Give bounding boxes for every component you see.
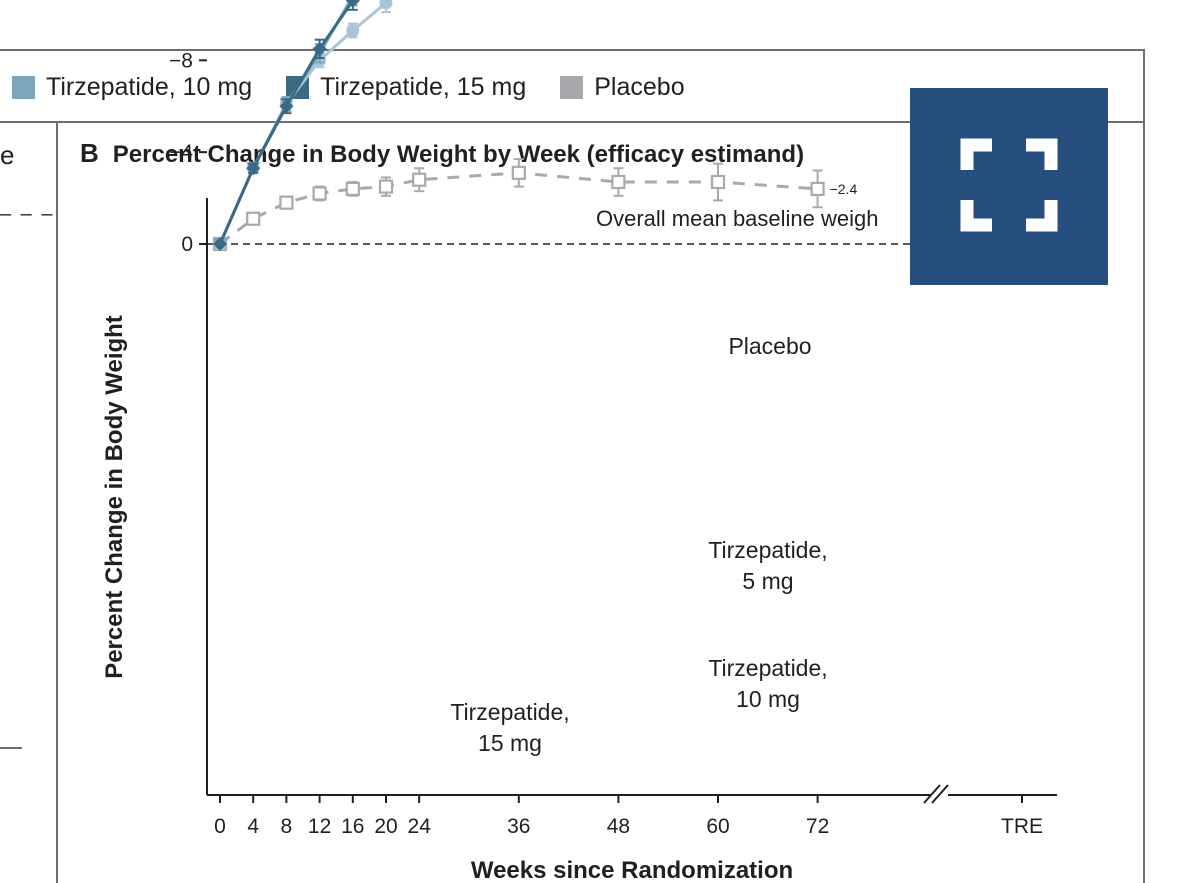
y-tick-label: 0 bbox=[181, 233, 193, 256]
baseline-reference-label: Overall mean baseline weigh bbox=[596, 206, 879, 231]
left-panel-fragment-text: e bbox=[0, 140, 15, 170]
series-tirzepatide-15-mg bbox=[213, 0, 360, 251]
panel-divider bbox=[56, 121, 58, 883]
data-point bbox=[710, 174, 726, 190]
frame-border-right bbox=[1143, 49, 1145, 883]
series-placebo bbox=[212, 144, 1030, 252]
data-point bbox=[279, 99, 294, 114]
data-point bbox=[611, 174, 626, 190]
panel-title-text: Percent Change in Body Weight by Week (e… bbox=[112, 141, 805, 168]
left-panel-fragment-line bbox=[0, 747, 22, 749]
legend-item-tirzepatide-15: Tirzepatide, 15 mg bbox=[286, 73, 526, 102]
axis-break-mark bbox=[923, 784, 941, 804]
x-tick-label: 0 bbox=[214, 815, 226, 838]
x-tick-label: 36 bbox=[507, 815, 530, 838]
data-point bbox=[345, 181, 360, 196]
data-point bbox=[213, 237, 227, 251]
x-tick-label: 60 bbox=[706, 815, 729, 838]
series-name-label: Placebo bbox=[728, 333, 811, 359]
x-tick-label-tre: TRE bbox=[1001, 815, 1043, 838]
x-tick-label: 12 bbox=[308, 815, 331, 838]
legend-item-tirzepatide-10: Tirzepatide, 10 mg bbox=[12, 73, 252, 102]
legend-swatch-tirzepatide-10 bbox=[12, 75, 35, 99]
panel-title: B Percent Change in Body Weight by Week (… bbox=[80, 138, 804, 169]
data-point bbox=[312, 41, 327, 56]
data-point bbox=[810, 181, 825, 196]
series-name-label: 15 mg bbox=[478, 730, 542, 756]
data-point bbox=[346, 23, 360, 37]
final-value-label: −2.4 bbox=[830, 181, 858, 197]
series-line bbox=[218, 0, 356, 245]
legend: Tirzepatide, 10 mg Tirzepatide, 15 mg Pl… bbox=[12, 70, 719, 104]
series-name-label: Tirzepatide, bbox=[708, 655, 827, 681]
data-point bbox=[246, 161, 261, 176]
x-tick-label: 20 bbox=[374, 815, 397, 838]
panel-letter: B bbox=[80, 138, 99, 168]
legend-item-placebo: Placebo bbox=[560, 72, 685, 102]
data-point bbox=[312, 186, 327, 201]
y-axis-title: Percent Change in Body Weight bbox=[101, 315, 128, 679]
x-tick-label: 72 bbox=[806, 815, 829, 838]
x-tick-label: 24 bbox=[408, 815, 432, 838]
x-tick-label: 48 bbox=[607, 815, 630, 838]
y-tick-label: −8 bbox=[169, 49, 193, 72]
frame-border-top bbox=[0, 49, 1145, 51]
data-point bbox=[412, 172, 427, 187]
x-tick-label: 4 bbox=[247, 815, 259, 838]
x-tick-label: 8 bbox=[281, 815, 293, 838]
left-panel-fragment-dashes: – – – bbox=[0, 203, 55, 225]
x-axis-title: Weeks since Randomization bbox=[471, 857, 793, 883]
series-group bbox=[212, 0, 1030, 252]
fullscreen-button[interactable] bbox=[910, 88, 1108, 285]
axis-break-mark bbox=[931, 784, 949, 804]
legend-divider bbox=[0, 121, 1145, 123]
axes: 0−4−8−12−16−20−240481216202436486072TREW… bbox=[101, 49, 1057, 883]
series-name-label: Tirzepatide, bbox=[450, 699, 569, 725]
data-point bbox=[246, 211, 261, 226]
data-point bbox=[511, 165, 526, 180]
legend-swatch-placebo bbox=[560, 75, 584, 99]
series-name-label: 10 mg bbox=[736, 686, 800, 712]
data-point bbox=[279, 195, 294, 210]
series-name-label: 5 mg bbox=[742, 568, 793, 594]
y-tick-label: −4 bbox=[169, 141, 193, 164]
data-point bbox=[379, 0, 393, 10]
legend-label: Tirzepatide, 15 mg bbox=[320, 72, 527, 101]
data-point bbox=[378, 179, 394, 194]
legend-label: Placebo bbox=[594, 72, 685, 101]
fullscreen-icon bbox=[960, 138, 1058, 232]
series-name-label: Tirzepatide, bbox=[708, 537, 827, 563]
legend-label: Tirzepatide, 10 mg bbox=[46, 72, 253, 101]
data-point bbox=[345, 0, 360, 8]
x-tick-label: 16 bbox=[341, 815, 364, 838]
